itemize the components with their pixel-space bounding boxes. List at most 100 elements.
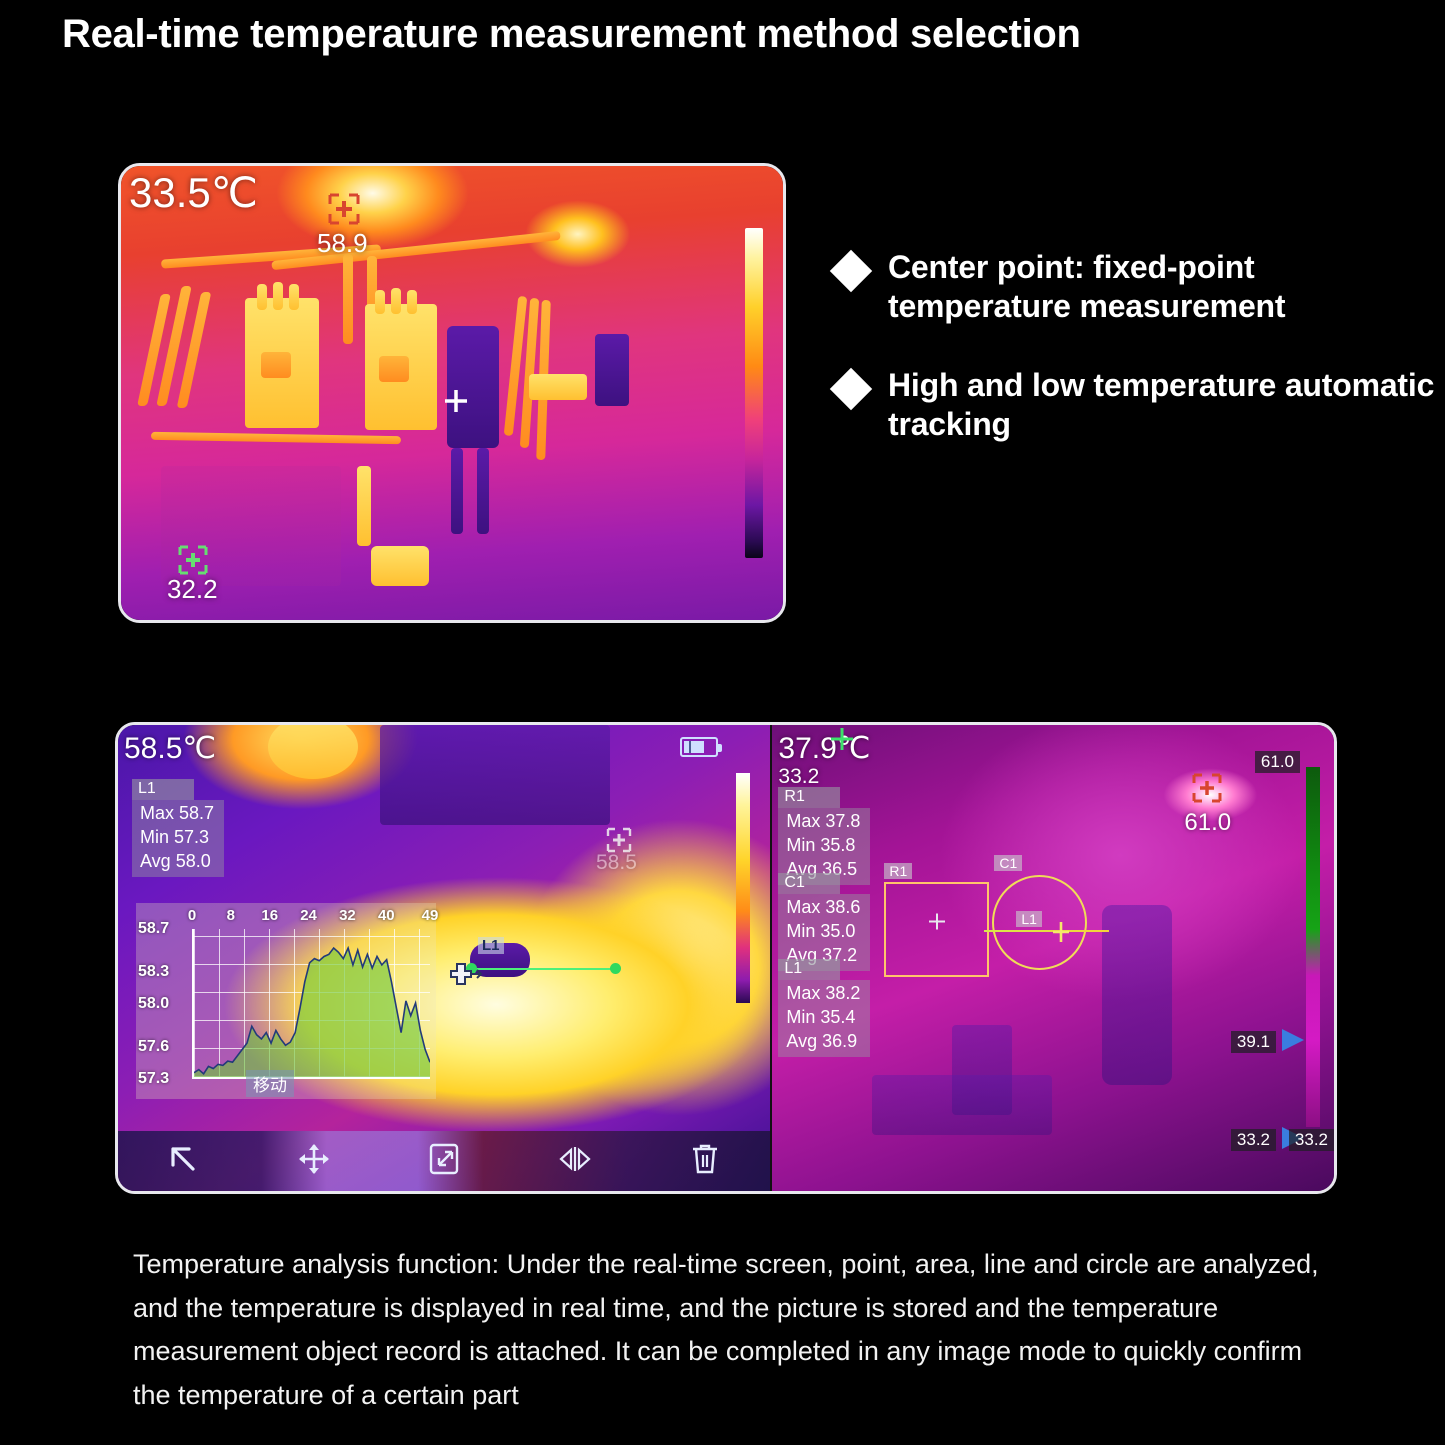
gear-shape (407, 290, 417, 314)
dark-region (952, 1025, 1013, 1115)
chart-x-tick: 8 (226, 907, 236, 924)
colorbar-upper-label: 39.1 (1230, 1031, 1276, 1053)
hot-region (268, 725, 358, 779)
line-marker[interactable] (470, 968, 618, 970)
rectangle-region-marker[interactable] (884, 882, 990, 977)
move-tool-button[interactable] (248, 1142, 378, 1181)
dual-thermal-screen-group: 58.5℃ 58.5 L1 Max 58.7 Min 57.3 Avg 58.0 (115, 722, 1337, 1194)
cold-component (447, 326, 499, 448)
info-box-l1: L1 Max 38.2 Min 35.4 Avg 36.9 (778, 959, 871, 1058)
gear-shape (289, 284, 299, 310)
chart-x-tick: 40 (377, 907, 395, 924)
line-marker-tag[interactable]: L1 (478, 937, 504, 954)
select-tool-button[interactable] (118, 1143, 248, 1180)
trash-icon (690, 1142, 720, 1181)
chart-x-tick: 0 (187, 907, 197, 924)
chart-x-tick: 49 (421, 907, 439, 924)
chart-x-tick: 24 (300, 907, 317, 924)
thermal-image-canvas: 33.5℃ 58.9 32.2 (121, 166, 783, 620)
analysis-toolbar (118, 1131, 771, 1191)
info-box-title: C1 (778, 873, 841, 894)
diamond-bullet-icon (829, 249, 873, 293)
info-box-body: Max 38.6 Min 35.0 Avg 37.2 (778, 894, 871, 972)
info-box-title: L1 (132, 779, 194, 800)
gear-shape (273, 282, 283, 310)
hot-spot-label: 61.0 (1184, 809, 1232, 836)
chart-x-tick: 16 (261, 907, 279, 924)
mirror-flip-icon (555, 1145, 595, 1178)
info-row-max: Max 38.2 (786, 983, 861, 1003)
feature-bullet-label: High and low temperature automatic track… (888, 367, 1435, 443)
region-tag-r1[interactable]: R1 (884, 863, 913, 879)
chart-y-tick: 58.7 (138, 920, 170, 937)
line-endpoint-end[interactable] (610, 963, 621, 974)
colorbar-bottom-label: 33.2 (1288, 1129, 1334, 1151)
hot-spot-crosshair-icon (1192, 773, 1222, 808)
info-box-body: Max 37.8 Min 35.8 Avg 36.5 (778, 808, 871, 886)
colorbar-upper-pointer[interactable] (1282, 1029, 1304, 1051)
caption-paragraph: Temperature analysis function: Under the… (133, 1249, 1319, 1411)
gear-shape (261, 352, 291, 378)
chart-y-tick: 57.6 (138, 1037, 170, 1055)
center-point-crosshair-icon (443, 388, 469, 419)
region-tag-c1[interactable]: C1 (994, 855, 1023, 871)
chart-move-label: 移动 (246, 1070, 294, 1097)
spot-crosshair-icon (606, 827, 632, 858)
info-box-body: Max 38.2 Min 35.4 Avg 36.9 (778, 980, 871, 1058)
info-row-avg: Avg 58.0 (140, 850, 211, 871)
gear-shape (257, 284, 267, 310)
info-box-title: L1 (778, 959, 841, 980)
gear-shape (391, 288, 401, 314)
resize-tool-button[interactable] (379, 1142, 509, 1181)
temperature-colorbar (736, 773, 751, 1003)
gear-shape (379, 356, 409, 382)
line-endpoint-start[interactable] (466, 963, 477, 974)
temperature-colorbar (745, 228, 763, 558)
hot-spot-crosshair-icon (327, 192, 361, 231)
gear-shape (529, 374, 587, 400)
cold-region (380, 725, 610, 825)
line-center-crosshair-icon (1052, 921, 1070, 948)
resize-shrink-icon (428, 1142, 460, 1181)
feature-bullet: Center point: fixed-point temperature me… (829, 248, 1436, 326)
circle-region-marker[interactable] (992, 875, 1088, 970)
diamond-bullet-icon (829, 367, 873, 411)
cold-spot-label: 32.2 (167, 574, 218, 604)
info-row-max: Max 37.8 (786, 811, 861, 831)
line-region-marker[interactable] (984, 930, 1110, 932)
info-box-l1: L1 Max 58.7 Min 57.3 Avg 58.0 (132, 779, 225, 878)
spot-temperature-label: 58.5 (596, 851, 637, 874)
info-row-min: Min 57.3 (140, 826, 210, 847)
info-box-title: R1 (778, 787, 841, 808)
info-row-max: Max 58.7 (140, 803, 215, 823)
page-title: Real-time temperature measurement method… (62, 12, 1081, 56)
chart-x-tick: 32 (339, 907, 356, 924)
line-analysis-screen: 58.5℃ 58.5 L1 Max 58.7 Min 57.3 Avg 58.0 (118, 725, 771, 1191)
gear-shape (367, 256, 377, 344)
region-tag-l1[interactable]: L1 (1016, 911, 1042, 927)
gear-shape (343, 254, 353, 344)
sub-temperature-readout: 33.2 (778, 765, 820, 788)
gear-shape (375, 290, 385, 314)
thermal-image-switchgear: 33.5℃ 58.9 32.2 (118, 163, 786, 623)
chart-y-tick: 58.3 (138, 962, 170, 980)
battery-icon (680, 737, 723, 757)
info-box-body: Max 58.7 Min 57.3 Avg 58.0 (132, 800, 225, 878)
gear-shape (357, 466, 371, 546)
center-temperature-readout: 37.9℃ (778, 732, 871, 765)
colorbar-lower-label: 33.2 (1230, 1129, 1276, 1151)
flip-tool-button[interactable] (509, 1145, 639, 1178)
chart-series-l1 (194, 929, 430, 1077)
line-move-handle-icon[interactable] (448, 961, 483, 992)
chart-y-tick: 58.0 (138, 995, 170, 1012)
chart-y-tick: 57.3 (138, 1070, 170, 1087)
delete-tool-button[interactable] (640, 1142, 770, 1181)
feature-bullet: High and low temperature automatic track… (829, 366, 1436, 444)
info-box-c1: C1 Max 38.6 Min 35.0 Avg 37.2 (778, 873, 871, 972)
dark-region (872, 1075, 1053, 1135)
hot-spot-label: 58.9 (317, 228, 368, 258)
info-row-min: Min 35.8 (786, 834, 856, 855)
cold-component (477, 448, 489, 534)
multi-region-analysis-screen: 37.9℃ 33.2 R1 Max 37.8 Min 35.8 Avg 36.5… (770, 725, 1334, 1191)
